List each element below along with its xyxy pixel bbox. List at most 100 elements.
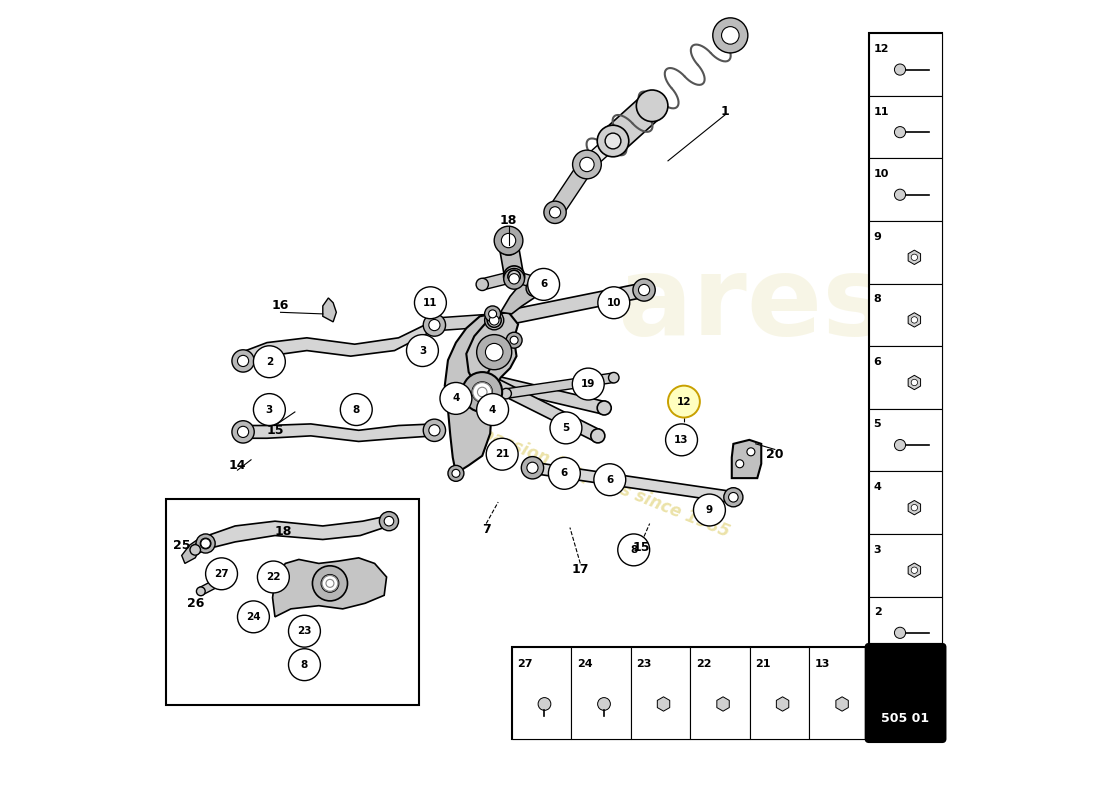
Bar <box>512 647 869 739</box>
Polygon shape <box>909 501 921 515</box>
Text: 9: 9 <box>706 505 713 515</box>
Polygon shape <box>485 374 606 414</box>
Circle shape <box>232 421 254 443</box>
Text: 19: 19 <box>581 379 595 389</box>
Circle shape <box>384 516 394 526</box>
Circle shape <box>321 574 339 592</box>
Circle shape <box>526 462 539 474</box>
Circle shape <box>415 286 447 318</box>
Circle shape <box>480 373 493 387</box>
Text: 6: 6 <box>561 468 568 478</box>
Bar <box>571 647 630 739</box>
Circle shape <box>494 226 522 255</box>
Text: 2: 2 <box>873 607 881 617</box>
Circle shape <box>490 315 499 325</box>
Text: 2: 2 <box>266 357 273 366</box>
Circle shape <box>573 150 602 179</box>
Text: 3: 3 <box>266 405 273 414</box>
Circle shape <box>322 575 338 591</box>
Circle shape <box>911 317 917 323</box>
Text: 15: 15 <box>266 424 284 437</box>
FancyBboxPatch shape <box>866 644 945 742</box>
Text: 3: 3 <box>873 545 881 554</box>
Polygon shape <box>717 697 729 711</box>
Polygon shape <box>466 312 518 386</box>
Polygon shape <box>192 539 208 554</box>
Text: 21: 21 <box>756 658 771 669</box>
Text: 17: 17 <box>572 562 588 575</box>
Text: 15: 15 <box>632 541 650 554</box>
Circle shape <box>440 382 472 414</box>
Circle shape <box>485 310 504 330</box>
Circle shape <box>462 372 503 412</box>
Circle shape <box>312 566 348 601</box>
Polygon shape <box>238 424 434 442</box>
Bar <box>166 499 419 705</box>
Circle shape <box>485 306 501 322</box>
Text: 8: 8 <box>873 294 881 304</box>
Polygon shape <box>658 697 670 711</box>
Circle shape <box>201 538 210 548</box>
Circle shape <box>894 189 905 200</box>
Circle shape <box>894 439 905 450</box>
Text: 1: 1 <box>720 105 729 118</box>
Polygon shape <box>836 697 848 711</box>
Polygon shape <box>909 375 921 390</box>
Circle shape <box>200 538 211 549</box>
Circle shape <box>407 334 439 366</box>
Text: 26: 26 <box>187 597 204 610</box>
Circle shape <box>486 438 518 470</box>
Text: 6: 6 <box>873 357 881 367</box>
Bar <box>810 647 869 739</box>
Text: 505 01: 505 01 <box>881 712 930 725</box>
Circle shape <box>727 491 739 503</box>
Text: 18: 18 <box>499 214 517 227</box>
Text: 16: 16 <box>272 299 289 313</box>
Polygon shape <box>909 313 921 327</box>
Polygon shape <box>493 283 646 327</box>
Circle shape <box>476 334 512 370</box>
Text: 4: 4 <box>873 482 881 492</box>
Circle shape <box>424 314 446 336</box>
Text: 25: 25 <box>173 538 190 551</box>
Polygon shape <box>549 160 594 217</box>
Polygon shape <box>199 578 221 595</box>
Circle shape <box>693 494 725 526</box>
Circle shape <box>597 698 611 710</box>
Circle shape <box>472 382 492 402</box>
Circle shape <box>480 373 493 387</box>
Circle shape <box>728 493 738 502</box>
Circle shape <box>543 201 566 223</box>
Bar <box>869 221 943 284</box>
Circle shape <box>724 488 743 507</box>
Circle shape <box>288 649 320 681</box>
Text: 12: 12 <box>676 397 691 406</box>
Circle shape <box>597 286 629 318</box>
Circle shape <box>430 318 443 331</box>
Circle shape <box>536 278 548 290</box>
Circle shape <box>911 567 917 574</box>
Circle shape <box>340 394 372 426</box>
Circle shape <box>476 394 508 426</box>
Circle shape <box>668 386 700 418</box>
Text: 6: 6 <box>606 474 614 485</box>
Circle shape <box>477 387 487 397</box>
Text: 21: 21 <box>495 450 509 459</box>
Text: 22: 22 <box>696 658 712 669</box>
Text: 10: 10 <box>606 298 621 308</box>
Polygon shape <box>322 298 337 322</box>
Polygon shape <box>238 320 434 368</box>
Circle shape <box>547 203 564 221</box>
Bar <box>869 34 943 659</box>
Text: 23: 23 <box>637 658 651 669</box>
Bar <box>869 96 943 158</box>
Circle shape <box>452 470 460 478</box>
Text: 13: 13 <box>815 658 830 669</box>
Circle shape <box>530 285 538 292</box>
Circle shape <box>911 379 917 386</box>
Bar <box>750 647 810 739</box>
Bar <box>869 534 943 597</box>
Bar <box>869 597 943 659</box>
Circle shape <box>424 419 446 442</box>
Polygon shape <box>437 314 495 330</box>
